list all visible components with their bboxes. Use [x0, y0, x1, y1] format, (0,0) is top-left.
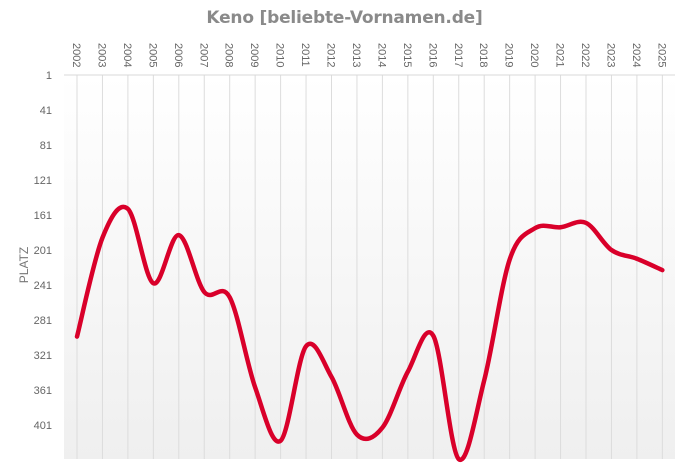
x-tick-2016: 2016: [426, 43, 438, 67]
x-axis-labels: 2002 2003 2004 2005 2006 2007 2008 2009 2010 2011…: [70, 43, 667, 67]
x-tick-2003: 2003: [95, 43, 107, 67]
y-axis-labels: 1 41 81 121 161 201 241 281 321 361 401: [34, 70, 52, 432]
y-tick-321: 321: [34, 350, 52, 362]
x-tick-2020: 2020: [528, 43, 540, 67]
series-line-keno: [74, 204, 665, 462]
x-tick-2025: 2025: [655, 43, 667, 67]
x-tick-2007: 2007: [197, 43, 209, 67]
x-tick-2006: 2006: [172, 43, 184, 67]
vertical-gridlines: [76, 75, 663, 459]
x-tick-2021: 2021: [554, 43, 566, 67]
plot-area: [64, 75, 675, 459]
x-tick-2022: 2022: [579, 43, 591, 67]
y-tick-1: 1: [46, 70, 52, 82]
y-tick-401: 401: [34, 420, 52, 432]
y-tick-361: 361: [34, 385, 52, 397]
x-tick-2008: 2008: [223, 43, 235, 67]
x-tick-2018: 2018: [477, 43, 489, 67]
y-tick-121: 121: [34, 175, 52, 187]
y-tick-241: 241: [34, 280, 52, 292]
y-tick-201: 201: [34, 245, 52, 257]
x-tick-2019: 2019: [503, 43, 515, 67]
x-tick-2009: 2009: [248, 43, 260, 67]
x-tick-2015: 2015: [401, 43, 413, 67]
y-tick-81: 81: [40, 140, 52, 152]
y-tick-41: 41: [40, 105, 52, 117]
y-tick-161: 161: [34, 210, 52, 222]
x-tick-2023: 2023: [604, 43, 616, 67]
x-tick-2002: 2002: [70, 43, 82, 67]
y-axis-title: PLATZ: [17, 247, 31, 283]
x-tick-2012: 2012: [325, 43, 337, 67]
x-tick-2010: 2010: [274, 43, 286, 67]
y-tick-281: 281: [34, 315, 52, 327]
x-tick-2005: 2005: [146, 43, 158, 67]
chart-title: Keno [beliebte-Vornamen.de]: [206, 8, 483, 28]
x-tick-2024: 2024: [630, 43, 642, 67]
x-tick-2017: 2017: [452, 43, 464, 67]
x-tick-2014: 2014: [375, 43, 387, 67]
x-tick-2011: 2011: [299, 43, 311, 67]
x-tick-2013: 2013: [350, 43, 362, 67]
x-tick-2004: 2004: [121, 43, 133, 67]
